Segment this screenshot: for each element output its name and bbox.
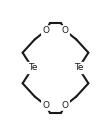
Text: O: O [62,26,69,35]
Text: O: O [42,26,49,35]
Text: O: O [42,101,49,110]
Text: Te: Te [74,64,83,72]
Text: O: O [62,101,69,110]
Text: Te: Te [28,64,37,72]
